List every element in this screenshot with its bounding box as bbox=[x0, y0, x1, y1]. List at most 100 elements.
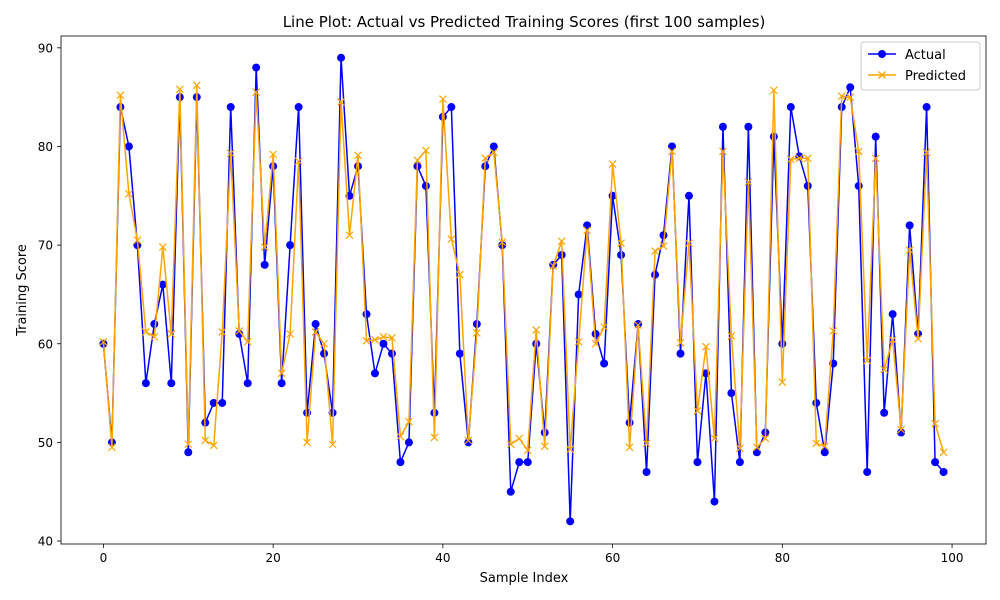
data-point-predicted bbox=[897, 425, 906, 434]
data-point-actual bbox=[888, 310, 897, 319]
data-point-actual bbox=[489, 142, 498, 151]
data-point-actual bbox=[421, 181, 430, 190]
data-point-predicted bbox=[812, 439, 821, 448]
data-point-predicted bbox=[778, 378, 787, 387]
data-point-predicted bbox=[286, 329, 295, 338]
y-tick-label: 40 bbox=[38, 535, 53, 549]
data-point-actual bbox=[566, 517, 575, 526]
data-point-actual bbox=[320, 349, 329, 358]
data-point-predicted bbox=[303, 438, 312, 447]
data-point-predicted bbox=[209, 441, 218, 450]
data-point-actual bbox=[379, 339, 388, 348]
data-point-predicted bbox=[523, 446, 532, 455]
data-point-predicted bbox=[914, 334, 923, 343]
data-point-actual bbox=[396, 458, 405, 467]
data-point-actual bbox=[158, 280, 167, 289]
data-point-predicted bbox=[837, 92, 846, 101]
data-point-actual bbox=[455, 349, 464, 358]
data-point-predicted bbox=[371, 335, 379, 344]
data-point-predicted bbox=[252, 88, 261, 97]
legend-predicted-label: Predicted bbox=[905, 69, 966, 84]
data-point-predicted bbox=[905, 246, 914, 254]
series-actual bbox=[99, 53, 948, 526]
data-point-predicted bbox=[574, 337, 583, 346]
data-point-predicted bbox=[388, 333, 396, 342]
data-point-actual bbox=[863, 467, 872, 476]
data-point-actual bbox=[337, 53, 346, 62]
data-point-actual bbox=[404, 438, 413, 447]
y-tick-label: 90 bbox=[38, 41, 53, 55]
data-point-predicted bbox=[260, 243, 269, 252]
y-tick-label: 50 bbox=[38, 436, 53, 450]
data-point-actual bbox=[600, 359, 609, 368]
data-point-actual bbox=[897, 428, 906, 437]
data-point-predicted bbox=[939, 448, 948, 457]
y-axis: 40 50 60 70 80 90 bbox=[38, 41, 61, 549]
data-point-predicted bbox=[107, 443, 116, 452]
data-point-predicted bbox=[269, 150, 278, 159]
data-point-actual bbox=[684, 191, 693, 200]
data-point-predicted bbox=[320, 339, 328, 348]
data-point-actual bbox=[693, 458, 702, 467]
data-point-actual bbox=[668, 142, 677, 151]
data-point-actual bbox=[583, 221, 592, 230]
data-point-predicted bbox=[158, 243, 167, 252]
data-point-predicted bbox=[676, 338, 685, 347]
data-point-actual bbox=[727, 389, 736, 398]
data-point-actual bbox=[362, 310, 371, 319]
data-point-actual bbox=[532, 339, 541, 348]
data-point-predicted bbox=[668, 147, 676, 156]
data-point-predicted bbox=[608, 160, 617, 169]
data-point-predicted bbox=[396, 432, 405, 441]
data-point-actual bbox=[286, 241, 295, 250]
data-point-actual bbox=[854, 181, 863, 190]
data-point-actual bbox=[252, 63, 261, 72]
data-point-actual bbox=[812, 398, 821, 407]
data-point-predicted bbox=[498, 238, 507, 247]
data-point-predicted bbox=[201, 436, 210, 445]
data-point-predicted bbox=[362, 336, 371, 345]
data-point-actual bbox=[184, 448, 193, 457]
data-point-predicted bbox=[583, 226, 592, 235]
data-point-predicted bbox=[438, 95, 447, 104]
x-tick-label: 0 bbox=[100, 551, 108, 565]
data-point-predicted bbox=[413, 156, 422, 165]
data-point-predicted bbox=[642, 439, 651, 448]
data-point-predicted bbox=[472, 328, 481, 337]
data-point-predicted bbox=[192, 81, 201, 90]
data-point-actual bbox=[803, 181, 812, 190]
data-point-predicted bbox=[931, 419, 940, 428]
data-point-actual bbox=[167, 379, 176, 388]
data-point-actual bbox=[506, 487, 515, 496]
data-point-actual bbox=[523, 458, 532, 467]
data-point-actual bbox=[710, 497, 719, 506]
data-point-actual bbox=[260, 260, 269, 269]
series-predicted bbox=[99, 81, 948, 457]
data-point-actual bbox=[141, 379, 150, 388]
data-point-predicted bbox=[710, 434, 719, 443]
data-point-predicted bbox=[464, 436, 473, 445]
legend: Actual Predicted bbox=[860, 41, 981, 91]
x-tick-label: 40 bbox=[435, 551, 450, 565]
data-point-predicted bbox=[133, 236, 142, 245]
data-point-predicted bbox=[277, 369, 286, 378]
data-point-predicted bbox=[846, 93, 855, 102]
y-tick-label: 70 bbox=[38, 239, 53, 253]
data-point-predicted bbox=[175, 85, 184, 94]
data-point-predicted bbox=[345, 231, 354, 240]
data-point-predicted bbox=[600, 323, 609, 331]
data-point-predicted bbox=[744, 178, 753, 186]
data-point-actual bbox=[642, 467, 651, 476]
data-point-predicted bbox=[922, 148, 931, 157]
legend-actual-marker-icon bbox=[878, 50, 886, 58]
data-point-actual bbox=[625, 418, 634, 427]
data-point-predicted bbox=[515, 434, 524, 443]
plot-frame bbox=[60, 35, 987, 545]
data-point-predicted bbox=[634, 321, 642, 329]
data-point-actual bbox=[387, 349, 396, 358]
data-point-predicted bbox=[625, 443, 634, 452]
data-point-predicted bbox=[761, 434, 770, 443]
data-point-predicted bbox=[880, 365, 889, 374]
data-point-predicted bbox=[566, 445, 575, 454]
